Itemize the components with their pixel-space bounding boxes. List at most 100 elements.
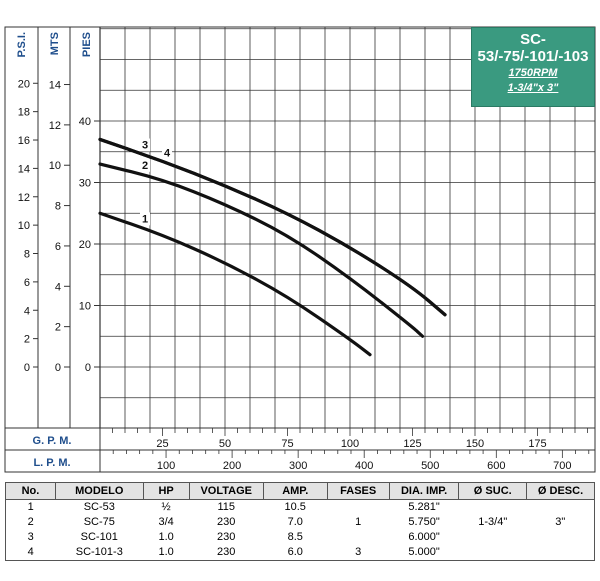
psi-tick-label: 10 bbox=[18, 220, 30, 232]
cell-hp: 3/4 bbox=[158, 516, 174, 528]
curve-label-bg-4 bbox=[162, 146, 172, 160]
curve-label-bg-1 bbox=[140, 212, 150, 226]
psi-tick-label: 16 bbox=[18, 135, 30, 147]
cell-voltage: 230 bbox=[217, 531, 236, 543]
curve-line-2 bbox=[98, 162, 425, 338]
chart-subtitle-size: 1-3/4"x 3" bbox=[507, 82, 559, 94]
col-header-dia-imp: DIA. IMP. bbox=[388, 482, 460, 500]
curve-label-bg-3 bbox=[140, 138, 150, 152]
mts-tick-label: 12 bbox=[49, 120, 61, 132]
mts-tick-label: 4 bbox=[55, 281, 61, 293]
table-header-row: No. MODELO HP VOLTAGE AMP. FASES DIA. IM… bbox=[5, 482, 595, 500]
cell-no: 3 bbox=[5, 530, 56, 545]
col-header-amp: AMP. bbox=[262, 482, 328, 500]
lpm-tick-label: 300 bbox=[289, 460, 307, 472]
pies-tick-label: 30 bbox=[79, 178, 91, 190]
lpm-tick-label: 700 bbox=[553, 460, 571, 472]
lpm-axis-label: L. P. M. bbox=[33, 457, 70, 469]
cell-modelo: SC-53 bbox=[83, 501, 115, 513]
curve-label-1: 1 bbox=[142, 213, 148, 225]
cell-fases: 1 bbox=[355, 516, 362, 528]
mts-tick-label: 2 bbox=[55, 322, 61, 334]
col-header-hp: HP bbox=[142, 482, 190, 500]
col-header-no: No. bbox=[5, 482, 56, 500]
curve-label-2: 2 bbox=[142, 160, 148, 172]
cell-fases: 3 bbox=[327, 545, 390, 561]
cell-amp: 8.5 bbox=[287, 531, 303, 543]
table-row: 1 SC-53 ½ 115 10.5 5.281" bbox=[5, 499, 595, 516]
cell-fases bbox=[327, 530, 389, 545]
cell-voltage: 115 bbox=[217, 501, 235, 513]
curve-label-bg-2 bbox=[140, 158, 150, 172]
table-row: 4 SC-101-3 1.0 230 6.0 3 5.000" bbox=[5, 545, 595, 561]
cell-voltage: 230 bbox=[217, 516, 236, 528]
mts-tick-label: 8 bbox=[55, 201, 61, 213]
gpm-tick-label: 175 bbox=[528, 438, 546, 450]
psi-tick-label: 14 bbox=[18, 163, 30, 175]
lpm-tick-label: 500 bbox=[421, 460, 439, 472]
cell-suc bbox=[459, 500, 527, 516]
cell-modelo: SC-101-3 bbox=[55, 545, 144, 561]
spec-table: No. MODELO HP VOLTAGE AMP. FASES DIA. IM… bbox=[5, 482, 595, 561]
cell-hp: 1.0 bbox=[158, 531, 174, 543]
axis-title-psi: P.S.I. bbox=[16, 32, 28, 57]
mts-tick-label: 14 bbox=[49, 80, 61, 92]
gpm-tick-label: 125 bbox=[403, 438, 421, 450]
psi-tick-label: 6 bbox=[24, 277, 30, 289]
lpm-tick-label: 200 bbox=[223, 460, 241, 472]
cell-suc bbox=[459, 530, 527, 545]
chart-subtitle-rpm: 1750RPM bbox=[508, 67, 558, 79]
psi-tick-label: 4 bbox=[24, 305, 30, 317]
mts-tick-label: 10 bbox=[49, 160, 61, 172]
cell-suc bbox=[458, 545, 527, 561]
cell-no: 1 bbox=[5, 499, 56, 515]
psi-tick-label: 2 bbox=[24, 334, 30, 346]
gpm-axis-label: G. P. M. bbox=[33, 435, 72, 447]
cell-dia-imp: 5.281" bbox=[408, 501, 440, 513]
cell-desc: 3" bbox=[526, 515, 595, 530]
cell-modelo: SC-75 bbox=[83, 516, 115, 528]
cell-voltage: 230 bbox=[189, 545, 264, 561]
cell-desc bbox=[526, 530, 595, 545]
cell-dia-imp: 6.000" bbox=[408, 531, 440, 543]
psi-tick-label: 18 bbox=[18, 107, 30, 119]
mts-tick-label: 0 bbox=[55, 362, 61, 374]
cell-desc bbox=[526, 545, 595, 561]
col-header-fases: FASES bbox=[326, 482, 390, 500]
axis-title-pies: PIES bbox=[81, 32, 93, 57]
gpm-tick-label: 100 bbox=[341, 438, 359, 450]
curve-label-4: 4 bbox=[164, 148, 171, 160]
curve-label-3: 3 bbox=[142, 140, 148, 152]
gpm-tick-label: 25 bbox=[156, 438, 168, 450]
cell-amp: 7.0 bbox=[287, 516, 303, 528]
axis-title-mts: MTS bbox=[49, 32, 61, 55]
col-header-modelo: MODELO bbox=[54, 482, 144, 500]
curve-line-4 bbox=[98, 137, 447, 317]
col-header-voltage: VOLTAGE bbox=[188, 482, 264, 500]
mts-tick-label: 6 bbox=[55, 241, 61, 253]
lpm-tick-label: 100 bbox=[157, 460, 175, 472]
table-row: 3 SC-101 1.0 230 8.5 6.000" bbox=[5, 530, 595, 545]
cell-dia-imp: 5.000" bbox=[389, 545, 459, 561]
cell-modelo: SC-101 bbox=[80, 531, 118, 543]
cell-hp: 1.0 bbox=[143, 545, 190, 561]
pies-tick-label: 0 bbox=[85, 362, 91, 374]
gpm-tick-label: 50 bbox=[219, 438, 231, 450]
psi-tick-label: 8 bbox=[24, 249, 30, 261]
pies-tick-label: 10 bbox=[79, 301, 91, 313]
curve-line-1 bbox=[98, 211, 372, 357]
model-title-box: SC-53/-75/-101/-103 1750RPM 1-3/4"x 3" bbox=[471, 27, 595, 107]
psi-tick-label: 0 bbox=[24, 362, 30, 374]
lpm-tick-label: 400 bbox=[355, 460, 373, 472]
psi-tick-label: 12 bbox=[18, 192, 30, 204]
cell-amp: 10.5 bbox=[284, 501, 306, 513]
gpm-tick-label: 150 bbox=[466, 438, 484, 450]
cell-amp: 6.0 bbox=[263, 545, 328, 561]
gpm-tick-label: 75 bbox=[281, 438, 293, 450]
cell-desc bbox=[526, 499, 595, 515]
lpm-tick-label: 600 bbox=[487, 460, 505, 472]
cell-no: 4 bbox=[5, 545, 56, 561]
table-row: 2 SC-75 3/4 230 7.0 1 5.750" 1-3/4" 3" bbox=[5, 515, 595, 530]
cell-hp: ½ bbox=[161, 501, 171, 513]
chart-title: SC-53/-75/-101/-103 bbox=[477, 31, 589, 65]
